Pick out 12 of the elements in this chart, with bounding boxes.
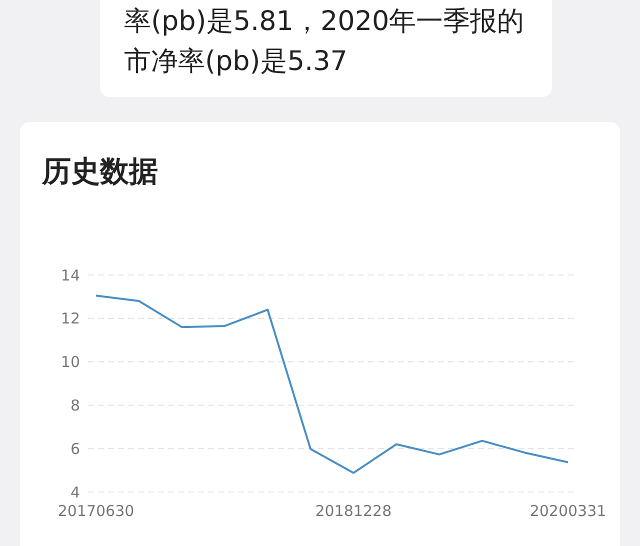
y-tick-label: 6	[70, 440, 80, 458]
x-tick-label: 20200331	[530, 502, 606, 520]
y-tick-label: 14	[60, 266, 80, 284]
line-series	[95, 294, 569, 474]
y-tick-label: 8	[70, 396, 80, 415]
x-tick-label: 20181228	[315, 502, 392, 520]
chart-title: 历史数据	[42, 153, 158, 190]
x-tick-label: 20170630	[58, 502, 134, 520]
y-tick-label: 4	[70, 483, 80, 502]
y-tick-label: 10	[60, 353, 80, 372]
text: 率(pb)是5.81，2020年一季报的市净率(pb)是5.37	[124, 6, 524, 77]
y-tick-label: 12	[60, 310, 80, 328]
